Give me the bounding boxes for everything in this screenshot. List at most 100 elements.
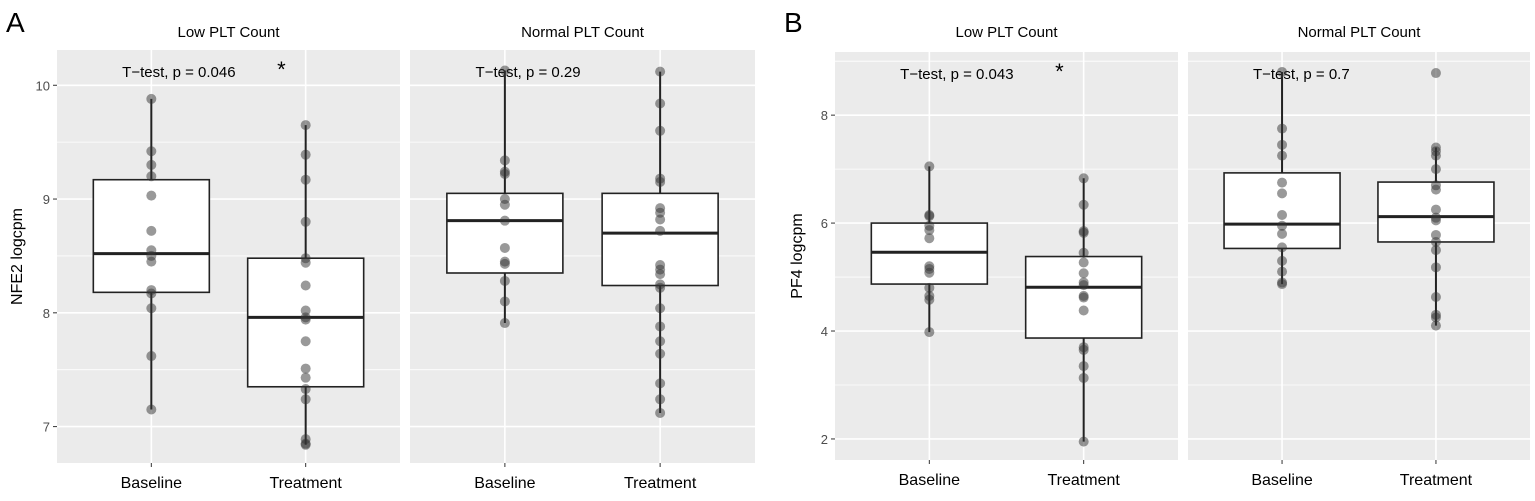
data-point	[499, 258, 510, 269]
data-point	[1078, 257, 1089, 268]
significance-asterisk: *	[1055, 59, 1064, 84]
data-point	[924, 211, 935, 222]
p-value-annotation: T−test, p = 0.7	[1253, 66, 1350, 83]
data-point	[924, 233, 935, 244]
data-point	[1430, 229, 1441, 240]
x-tick-label: Treatment	[1400, 472, 1473, 489]
data-point	[499, 296, 510, 307]
box-treatment	[1377, 68, 1495, 331]
box-baseline	[446, 65, 564, 329]
data-point	[655, 336, 666, 347]
data-point	[1078, 372, 1089, 383]
facet-title: Low PLT Count	[177, 24, 280, 41]
data-point	[499, 275, 510, 286]
y-tick-label: 10	[36, 78, 50, 93]
data-point	[655, 176, 666, 187]
data-point	[655, 282, 666, 293]
data-point	[1430, 292, 1441, 303]
facet-title: Normal PLT Count	[1298, 24, 1422, 41]
data-point	[146, 404, 157, 415]
data-point	[1277, 66, 1288, 77]
box-baseline	[92, 93, 211, 415]
panel-letter: B	[784, 7, 803, 38]
box-baseline	[870, 161, 989, 338]
data-point	[1277, 209, 1288, 220]
data-point	[655, 66, 666, 77]
data-point	[1430, 236, 1441, 247]
data-point	[1277, 279, 1288, 290]
data-point	[300, 216, 311, 227]
data-point	[1078, 344, 1089, 355]
significance-asterisk: *	[277, 57, 286, 82]
data-point	[655, 225, 666, 236]
data-point	[300, 336, 311, 347]
p-value-annotation: T−test, p = 0.29	[476, 64, 581, 81]
data-point	[924, 294, 935, 305]
facet-normal-plt: Normal PLT Count T−test, p = 0.29 Baseline…	[410, 24, 755, 492]
panel-a: A NFE2 logcpm 7 8 9 10 Low PLT Count T−test, p …	[6, 7, 755, 492]
data-point	[146, 303, 157, 314]
data-point	[1078, 227, 1089, 238]
box-baseline	[1223, 66, 1341, 290]
data-point	[1277, 139, 1288, 150]
facet-title: Low PLT Count	[955, 24, 1058, 41]
data-point	[924, 225, 935, 236]
data-point	[499, 242, 510, 253]
data-point	[1430, 245, 1441, 256]
data-point	[300, 384, 311, 395]
y-tick-label: 9	[43, 192, 50, 207]
data-point	[655, 98, 666, 109]
data-point	[1078, 268, 1089, 279]
panel-b: B PF4 logcpm 2 4 6 8 Low PLT Count T−test, p = …	[784, 7, 1530, 489]
facet-low-plt: Low PLT Count T−test, p = 0.043 * Baseline T…	[835, 24, 1178, 489]
y-tick-label: 2	[821, 432, 828, 447]
data-point	[146, 146, 157, 157]
data-point	[499, 169, 510, 180]
data-point	[146, 159, 157, 170]
data-point	[655, 125, 666, 136]
y-tick-label: 7	[43, 420, 50, 435]
data-point	[146, 225, 157, 236]
data-point	[1277, 228, 1288, 239]
facet-title: Normal PLT Count	[521, 24, 645, 41]
data-point	[1078, 436, 1089, 447]
data-point	[655, 321, 666, 332]
data-point	[655, 394, 666, 405]
data-point	[1078, 361, 1089, 372]
data-point	[1277, 255, 1288, 266]
data-point	[655, 269, 666, 280]
data-point	[1277, 177, 1288, 188]
data-point	[1430, 320, 1441, 331]
data-point	[655, 348, 666, 359]
x-tick-label: Baseline	[899, 472, 960, 489]
data-point	[146, 171, 157, 182]
data-point	[1078, 292, 1089, 303]
y-axis-label: NFE2 logcpm	[9, 208, 26, 305]
x-tick-label: Treatment	[270, 475, 343, 492]
y-tick-label: 8	[43, 306, 50, 321]
box-treatment	[601, 66, 719, 418]
data-point	[1277, 266, 1288, 277]
y-tick-label: 4	[821, 324, 828, 339]
data-point	[300, 314, 311, 325]
data-point	[499, 215, 510, 226]
y-tick-label: 6	[821, 216, 828, 231]
data-point	[499, 199, 510, 210]
x-tick-label: Treatment	[1048, 472, 1121, 489]
data-point	[1430, 68, 1441, 79]
data-point	[1078, 173, 1089, 184]
data-point	[146, 93, 157, 104]
data-point	[300, 372, 311, 383]
data-point	[146, 256, 157, 267]
data-point	[1277, 188, 1288, 199]
facet-normal-plt: Normal PLT Count T−test, p = 0.7 Baseline T…	[1188, 24, 1530, 489]
data-point	[1277, 242, 1288, 253]
data-point	[1078, 199, 1089, 210]
data-point	[499, 65, 510, 76]
data-point	[655, 378, 666, 389]
data-point	[1277, 150, 1288, 161]
box-treatment	[1024, 173, 1143, 447]
y-tick-label: 8	[821, 108, 828, 123]
p-value-annotation: T−test, p = 0.043	[900, 66, 1013, 83]
